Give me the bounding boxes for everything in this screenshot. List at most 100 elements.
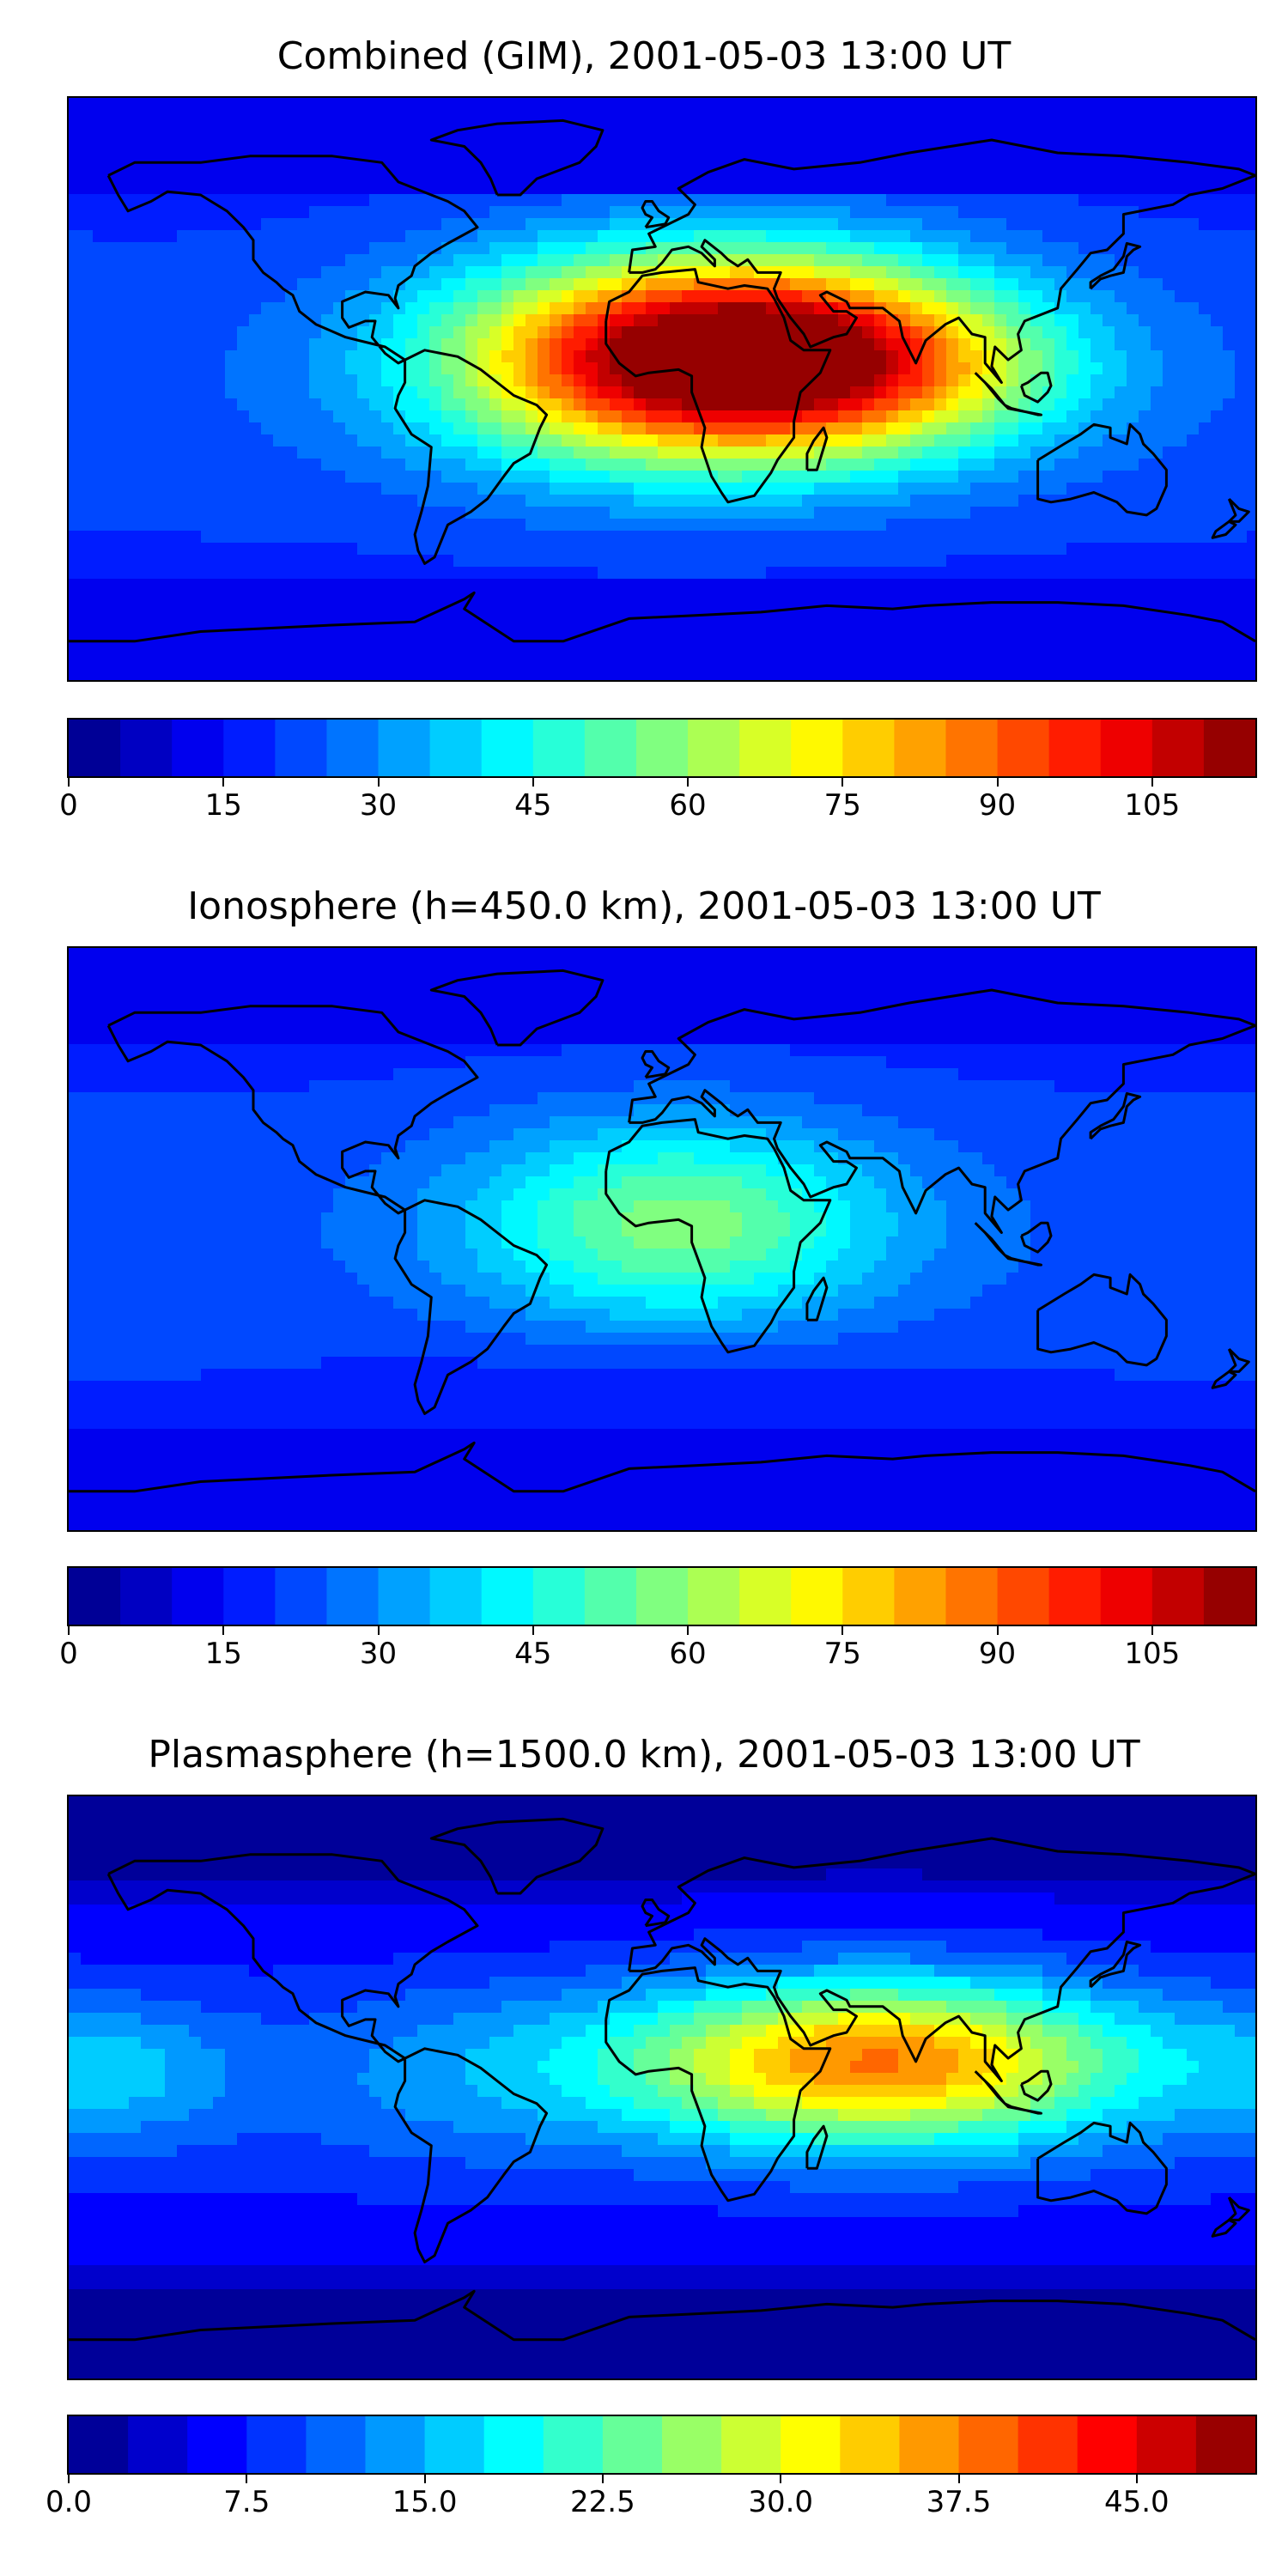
field-cell [562,579,574,592]
field-cell [706,242,719,255]
coastline [429,118,605,197]
field-cell [285,579,298,592]
field-cell [526,350,538,363]
field-cell [994,579,1007,592]
field-cell [297,182,310,195]
field-cell [189,519,202,532]
field-cell [694,627,707,640]
field-cell [453,471,466,483]
field-cell [321,314,334,327]
field-cell [405,146,418,159]
field-cell [610,314,623,327]
field-cell [1091,218,1103,231]
field-cell [225,639,238,652]
field-cell [802,302,815,315]
field-cell [742,615,755,628]
field-cell [1235,362,1248,375]
field-cell [285,98,298,111]
field-cell [405,675,418,680]
field-cell [874,314,887,327]
field-cell [874,555,887,568]
field-cell [862,362,875,375]
field-cell [513,507,526,519]
field-cell [501,615,514,628]
field-cell [321,675,334,680]
field-cell [309,471,322,483]
field-cell [465,350,478,363]
field-cell [381,362,394,375]
field-cell [526,278,538,291]
field-cell [141,434,154,447]
field-cell [1247,447,1255,459]
field-cell [1211,543,1224,556]
field-cell [658,146,671,159]
field-cell [526,519,538,532]
field-cell [1187,290,1200,303]
field-cell [441,639,454,652]
field-cell [634,579,647,592]
field-cell [598,146,611,159]
field-cell [682,531,695,544]
field-cell [201,434,214,447]
field-cell [562,663,574,676]
field-cell [586,314,598,327]
field-cell [1223,398,1236,411]
field-cell [285,158,298,171]
field-cell [1042,434,1055,447]
field-cell [333,182,346,195]
field-cell [357,182,370,195]
field-cell [1199,98,1212,111]
field-cell [682,434,695,447]
field-cell [153,483,166,495]
field-cell [213,459,226,471]
colorbar-tick-label: 30 [359,788,398,823]
field-cell [1199,266,1212,279]
field-cell [261,386,274,399]
field-cell [874,543,887,556]
field-cell [970,194,983,207]
field-cell [249,651,262,664]
field-cell [946,326,959,339]
field-cell [345,146,358,159]
field-cell [718,591,731,604]
field-cell [441,386,454,399]
field-cell [1006,675,1019,680]
field-cell [417,471,430,483]
field-cell [513,242,526,255]
field-cell [778,290,791,303]
field-cell [177,110,190,123]
field-cell [1127,146,1139,159]
field-cell [790,459,803,471]
field-cell [598,555,611,568]
field-cell [874,398,887,411]
field-cell [538,663,550,676]
field-cell [730,410,743,423]
field-cell [862,627,875,640]
field-cell [165,278,178,291]
field-cell [718,146,731,159]
field-cell [598,543,611,556]
field-cell [93,434,106,447]
field-cell [129,410,142,423]
field-cell [477,374,490,387]
field-cell [333,302,346,315]
field-cell [357,350,370,363]
field-cell [369,675,382,680]
field-cell [682,422,695,435]
field-cell [249,350,262,363]
field-cell [417,194,430,207]
field-cell [189,410,202,423]
field-cell [465,266,478,279]
field-cell [345,194,358,207]
field-cell [477,603,490,616]
field-cell [922,278,935,291]
field-cell [489,290,502,303]
field-cell [922,182,935,195]
field-cell [309,410,322,423]
field-cell [225,422,238,435]
field-cell [381,326,394,339]
field-cell [309,531,322,544]
field-cell [874,374,887,387]
field-cell [802,314,815,327]
field-cell [153,362,166,375]
